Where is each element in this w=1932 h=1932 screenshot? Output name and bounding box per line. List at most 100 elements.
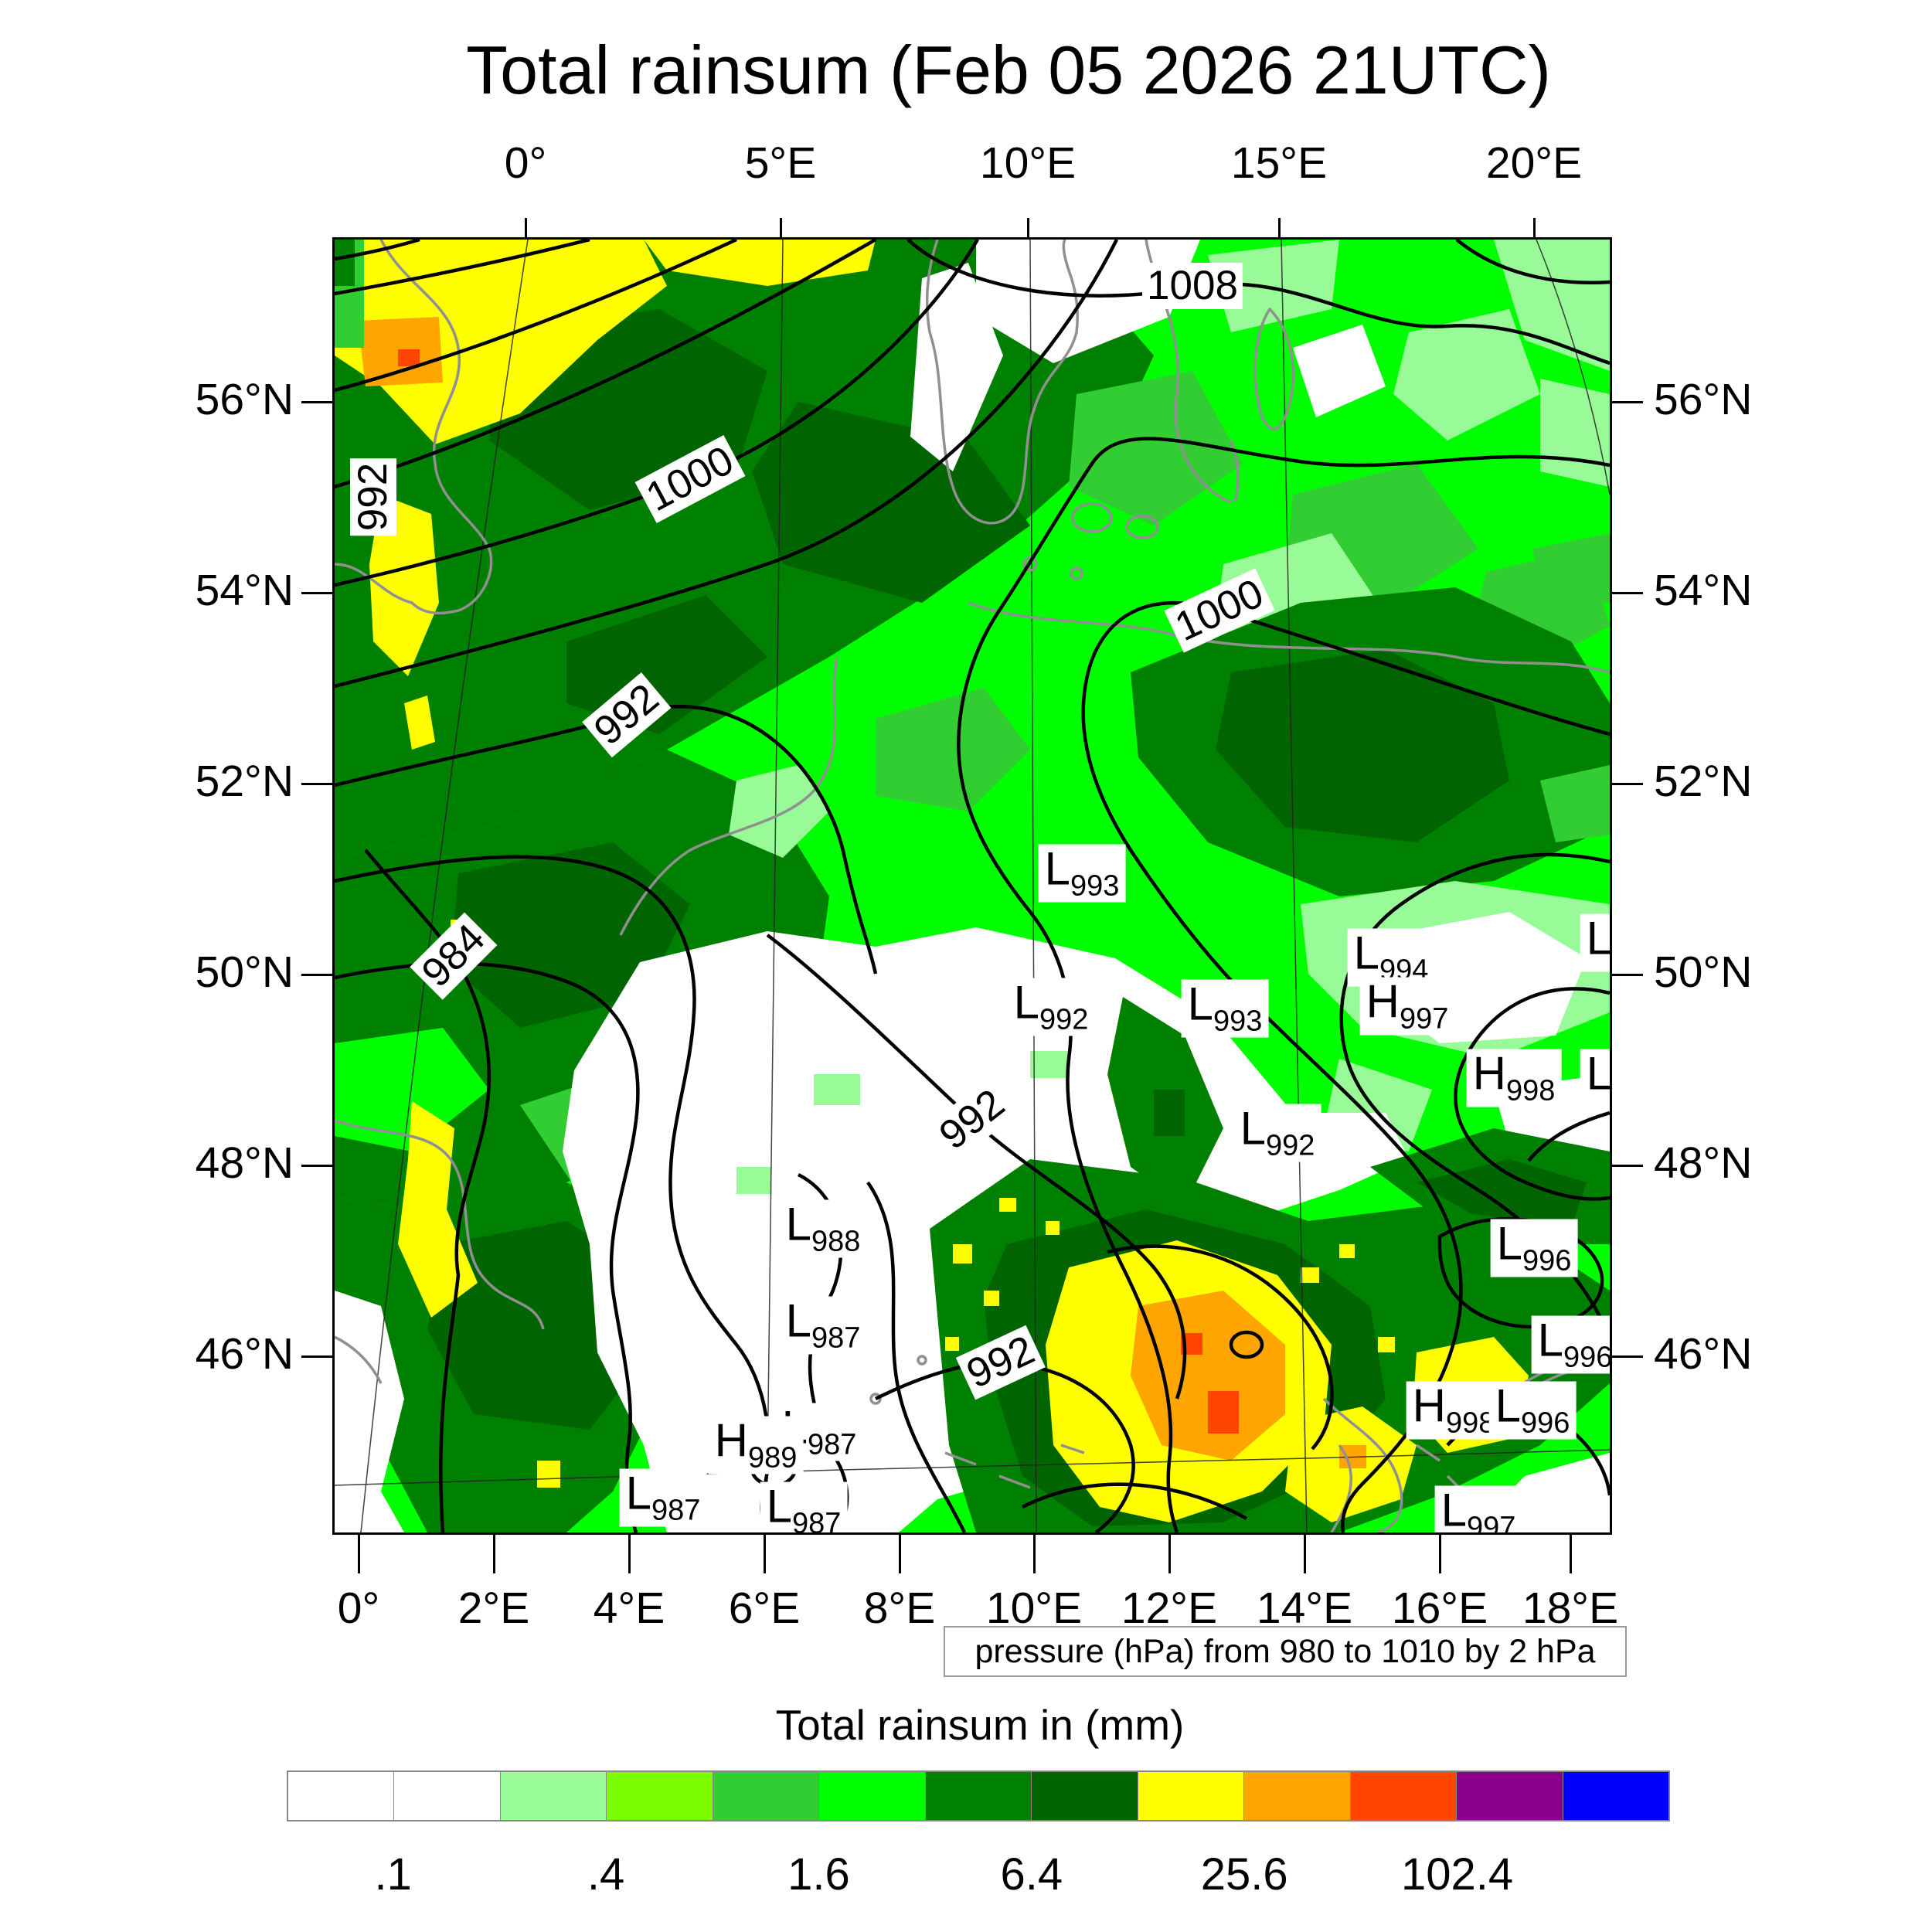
right-axis-tick (1612, 973, 1643, 976)
bottom-axis-label: 18°E (1522, 1583, 1619, 1633)
pressure-center-l994: L994 (1347, 928, 1435, 987)
top-axis-tick (1532, 218, 1536, 237)
colorbar-cell (1137, 1772, 1244, 1820)
colorbar-tick-label: .1 (374, 1849, 412, 1900)
pressure-center-l996: L996 (1580, 1049, 1610, 1107)
right-axis-tick (1612, 1164, 1643, 1167)
bottom-axis-tick (1032, 1535, 1036, 1573)
top-axis-label: 20°E (1485, 138, 1583, 188)
bottom-axis-label: 6°E (728, 1583, 801, 1633)
bottom-axis-tick (1569, 1535, 1572, 1573)
right-axis-tick (1612, 782, 1643, 785)
colorbar-tick-label: 1.6 (787, 1849, 850, 1900)
top-axis-tick (1026, 218, 1029, 237)
pressure-center-l992: L992 (1007, 978, 1095, 1036)
pressure-legend: pressure (hPa) from 980 to 1010 by 2 hPa (944, 1626, 1627, 1677)
right-axis-tick (1612, 1355, 1643, 1358)
left-axis-tick (301, 400, 332, 403)
top-axis-label: 15°E (1230, 138, 1328, 188)
pressure-center-h998: H998 (1406, 1381, 1502, 1440)
left-axis-label: 48°N (195, 1138, 294, 1188)
colorbar-tick-label: 102.4 (1401, 1849, 1514, 1900)
colorbar-cell (499, 1772, 607, 1820)
colorbar-cell (393, 1772, 500, 1820)
colorbar-cell (1349, 1772, 1457, 1820)
pressure-center-l993: L993 (1181, 979, 1269, 1038)
right-axis-label: 50°N (1654, 947, 1753, 997)
left-axis-label: 52°N (195, 757, 294, 806)
colorbar-cell (606, 1772, 713, 1820)
left-axis-label: 56°N (195, 375, 294, 424)
right-axis-label: 54°N (1654, 566, 1753, 615)
pressure-center-l992: L992 (1233, 1104, 1321, 1162)
bottom-axis-tick (1303, 1535, 1306, 1573)
isobar-value-label: 992 (350, 457, 396, 536)
colorbar-cell (288, 1772, 394, 1820)
left-axis-label: 46°N (195, 1329, 294, 1379)
pressure-center-h998: H998 (1466, 1049, 1562, 1107)
pressure-center-l987: L987 (619, 1468, 707, 1527)
colorbar-cell (712, 1772, 819, 1820)
left-axis-label: 50°N (195, 947, 294, 997)
bottom-axis-label: 8°E (863, 1583, 936, 1633)
pressure-center-l996: L996 (1488, 1381, 1577, 1440)
colorbar-tick-label: 25.6 (1200, 1849, 1288, 1900)
bottom-axis-tick (898, 1535, 901, 1573)
bottom-axis-label: 0° (337, 1583, 380, 1633)
top-axis-tick (779, 218, 782, 237)
top-axis-label: 10°E (979, 138, 1077, 188)
left-axis-tick (301, 591, 332, 594)
isobar-value-label: 1008 (1142, 263, 1243, 309)
bottom-axis-label: 14°E (1256, 1583, 1353, 1633)
colorbar (287, 1770, 1670, 1821)
right-axis-label: 48°N (1654, 1138, 1753, 1188)
pressure-center-l996: L996 (1490, 1219, 1578, 1277)
colorbar-cell (1243, 1772, 1350, 1820)
top-axis-tick (524, 218, 527, 237)
pressure-center-l993: L993 (1038, 844, 1126, 903)
page-title: Total rainsum (Feb 05 2026 21UTC) (466, 32, 1551, 108)
pressure-center-l997: L997 (1434, 1485, 1522, 1532)
pressure-center-h997: H997 (1359, 977, 1455, 1036)
colorbar-tick-label: .4 (587, 1849, 625, 1900)
right-axis-label: 56°N (1654, 375, 1753, 424)
colorbar-title: Total rainsum in (mm) (775, 1701, 1185, 1749)
colorbar-cell (1562, 1772, 1669, 1820)
colorbar-cell (818, 1772, 925, 1820)
left-axis-tick (301, 1164, 332, 1167)
right-axis-label: 46°N (1654, 1329, 1753, 1379)
pressure-center-l987: L987 (760, 1481, 848, 1532)
pressure-center-l996: L996 (1531, 1315, 1610, 1374)
bottom-axis-tick (492, 1535, 495, 1573)
left-axis-tick (301, 1355, 332, 1358)
colorbar-tick-label: 6.4 (1000, 1849, 1063, 1900)
weather-map: 992 1000 1008 1000 992 984 992 992 L993 L992 L993 L… (332, 237, 1612, 1535)
left-axis-tick (301, 973, 332, 976)
pressure-center-h989: H989 (708, 1416, 804, 1475)
rainfall-field-graphic (335, 240, 1610, 1532)
bottom-axis-label: 12°E (1121, 1583, 1218, 1633)
bottom-axis-tick (1438, 1535, 1441, 1573)
right-axis-label: 52°N (1654, 757, 1753, 806)
colorbar-cell (924, 1772, 1032, 1820)
pressure-center-l996: L996 (1580, 913, 1610, 972)
colorbar-cell (1031, 1772, 1138, 1820)
graticule-lines (335, 240, 1610, 1532)
bottom-axis-tick (628, 1535, 631, 1573)
bottom-axis-label: 4°E (593, 1583, 665, 1633)
colorbar-cell (1456, 1772, 1563, 1820)
top-axis-label: 0° (504, 138, 547, 188)
right-axis-tick (1612, 591, 1643, 594)
bottom-axis-label: 10°E (985, 1583, 1083, 1633)
left-axis-tick (301, 782, 332, 785)
pressure-center-l988: L988 (779, 1199, 867, 1258)
bottom-axis-label: 16°E (1391, 1583, 1488, 1633)
top-axis-label: 5°E (744, 138, 817, 188)
left-axis-label: 54°N (195, 566, 294, 615)
bottom-axis-tick (357, 1535, 360, 1573)
bottom-axis-tick (763, 1535, 766, 1573)
right-axis-tick (1612, 400, 1643, 403)
bottom-axis-tick (1168, 1535, 1171, 1573)
top-axis-tick (1277, 218, 1281, 237)
